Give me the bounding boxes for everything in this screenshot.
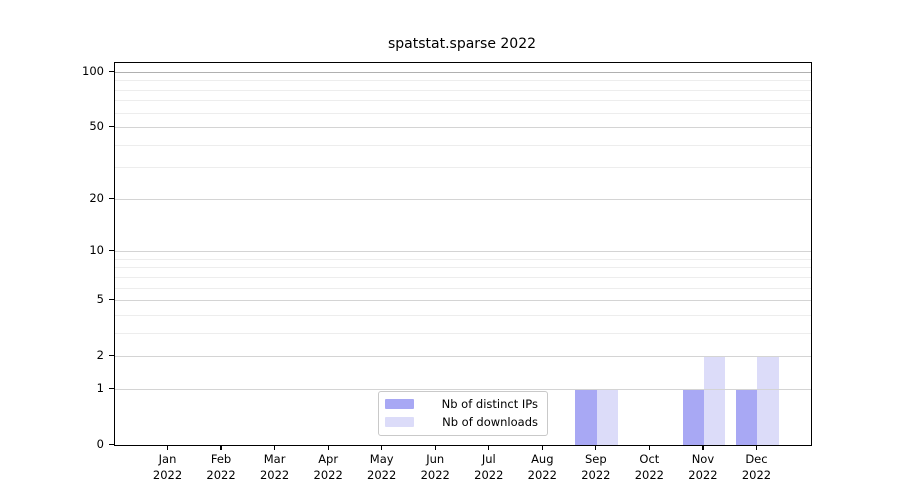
bar-downloads-dec	[757, 356, 779, 445]
y-tick-label-10: 10	[89, 243, 104, 258]
x-tick-label-jan: Jan 2022	[152, 452, 183, 482]
x-tick-label-nov: Nov 2022	[688, 452, 718, 482]
x-axis-tick-sep	[595, 445, 597, 450]
minor-gridline-30	[115, 167, 811, 169]
legend-label-distinct-ips: Nb of distinct IPs	[441, 397, 538, 411]
minor-gridline-3	[115, 332, 811, 334]
legend-swatch-distinct-ips	[385, 399, 414, 409]
major-gridline-50	[115, 127, 811, 129]
legend-entry-distinct-ips: Nb of distinct IPs	[385, 397, 538, 411]
y-axis-tick-20	[109, 197, 114, 200]
minor-gridline-7	[115, 276, 811, 278]
y-axis-tick-5	[109, 299, 114, 301]
x-axis-tick-aug	[541, 445, 543, 450]
y-tick-label-20: 20	[89, 190, 104, 205]
x-axis-tick-dec	[755, 445, 758, 450]
legend-label-downloads: Nb of downloads	[442, 415, 538, 429]
x-tick-label-mar: Mar 2022	[259, 452, 290, 482]
y-axis-tick-2	[109, 355, 114, 357]
x-axis-tick-may	[381, 445, 383, 450]
legend-entry-downloads: Nb of downloads	[385, 415, 538, 429]
y-axis-tick-50	[109, 126, 114, 128]
x-axis-tick-oct	[648, 445, 650, 450]
bar-downloads-nov	[703, 356, 726, 445]
minor-gridline-4	[115, 314, 811, 316]
y-axis-tick-1	[109, 387, 114, 390]
minor-gridline-8	[115, 267, 811, 269]
x-tick-label-jul: Jul 2022	[474, 452, 504, 482]
minor-gridline-40	[115, 144, 811, 146]
bar-downloads-sep	[596, 388, 619, 445]
minor-gridline-9	[115, 258, 811, 260]
minor-gridline-60	[115, 112, 811, 114]
y-axis-tick-0	[109, 444, 114, 446]
x-tick-label-aug: Aug 2022	[527, 452, 557, 482]
chart-title: spatstat.sparse 2022	[387, 36, 537, 52]
x-tick-label-jun: Jun 2022	[420, 452, 450, 482]
minor-gridline-80	[115, 89, 811, 91]
major-gridline-10	[115, 251, 811, 253]
major-gridline-100	[115, 72, 811, 73]
y-tick-label-2: 2	[96, 348, 104, 363]
major-gridline-2	[115, 356, 811, 358]
x-axis-tick-jun	[434, 445, 436, 450]
y-tick-label-0: 0	[96, 437, 104, 451]
y-axis-tick-100	[109, 71, 114, 73]
x-tick-label-sep: Sep 2022	[581, 452, 611, 482]
bar-distinct-ips-dec	[736, 388, 758, 445]
minor-gridline-90	[115, 80, 811, 82]
x-axis-tick-feb	[220, 445, 222, 450]
x-tick-label-oct: Oct 2022	[634, 452, 665, 482]
x-axis-tick-jan	[166, 445, 169, 450]
x-axis-tick-apr	[327, 445, 329, 450]
x-tick-label-feb: Feb 2022	[206, 452, 236, 482]
minor-gridline-70	[115, 100, 811, 102]
major-gridline-5	[115, 300, 811, 302]
minor-gridline-6	[115, 287, 811, 289]
y-tick-label-100: 100	[82, 64, 104, 78]
y-tick-label-50: 50	[89, 119, 104, 134]
major-gridline-20	[115, 198, 811, 200]
x-axis-tick-jul	[488, 445, 490, 450]
legend-swatch-downloads	[385, 417, 414, 427]
y-tick-label-1: 1	[96, 380, 104, 395]
x-tick-label-apr: Apr 2022	[313, 452, 343, 482]
x-axis-tick-nov	[702, 445, 704, 450]
x-axis-tick-mar	[274, 445, 276, 450]
plot-area	[114, 62, 812, 446]
bar-distinct-ips-sep	[575, 388, 597, 445]
x-tick-label-dec: Dec 2022	[741, 452, 772, 482]
y-axis-tick-10	[109, 250, 114, 252]
legend: Nb of distinct IPs Nb of downloads	[378, 391, 548, 436]
bar-distinct-ips-nov	[682, 388, 704, 445]
y-tick-label-5: 5	[96, 292, 104, 307]
major-gridline-1	[115, 388, 811, 390]
x-tick-label-may: May 2022	[367, 452, 397, 482]
